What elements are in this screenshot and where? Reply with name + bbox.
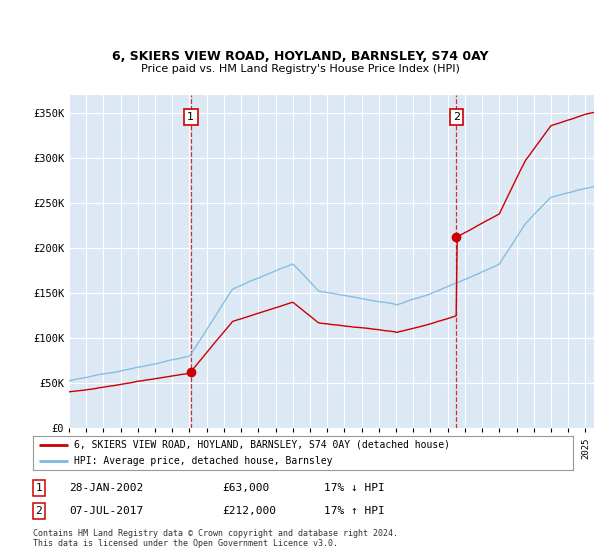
Text: 17% ↓ HPI: 17% ↓ HPI [324, 483, 385, 493]
Text: 2: 2 [453, 112, 460, 122]
Text: £63,000: £63,000 [222, 483, 269, 493]
Text: 07-JUL-2017: 07-JUL-2017 [69, 506, 143, 516]
Text: £212,000: £212,000 [222, 506, 276, 516]
Text: 6, SKIERS VIEW ROAD, HOYLAND, BARNSLEY, S74 0AY (detached house): 6, SKIERS VIEW ROAD, HOYLAND, BARNSLEY, … [74, 440, 449, 450]
Text: This data is licensed under the Open Government Licence v3.0.: This data is licensed under the Open Gov… [33, 539, 338, 548]
Text: 6, SKIERS VIEW ROAD, HOYLAND, BARNSLEY, S74 0AY: 6, SKIERS VIEW ROAD, HOYLAND, BARNSLEY, … [112, 49, 488, 63]
Text: HPI: Average price, detached house, Barnsley: HPI: Average price, detached house, Barn… [74, 456, 332, 466]
Text: 17% ↑ HPI: 17% ↑ HPI [324, 506, 385, 516]
Text: 28-JAN-2002: 28-JAN-2002 [69, 483, 143, 493]
Text: 1: 1 [35, 483, 43, 493]
Text: 1: 1 [187, 112, 194, 122]
Text: Price paid vs. HM Land Registry's House Price Index (HPI): Price paid vs. HM Land Registry's House … [140, 64, 460, 74]
Text: Contains HM Land Registry data © Crown copyright and database right 2024.: Contains HM Land Registry data © Crown c… [33, 529, 398, 538]
Text: 2: 2 [35, 506, 43, 516]
